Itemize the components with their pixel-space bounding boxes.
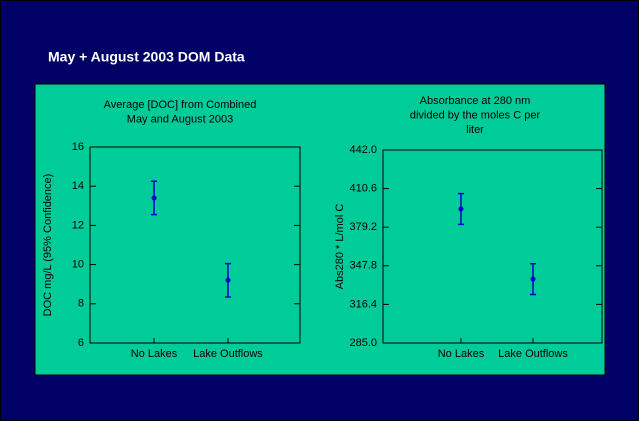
y-tick-label: 8 — [78, 298, 84, 310]
y-tick-label: 6 — [78, 337, 84, 349]
y-tick-label: 379.2 — [349, 221, 377, 233]
chart-title: Absorbance at 280 nm — [420, 95, 531, 107]
chart-title: May and August 2003 — [127, 113, 233, 125]
y-tick-label: 410.6 — [349, 183, 377, 195]
y-tick-label: 285.0 — [349, 337, 377, 349]
y-tick-label: 14 — [72, 180, 84, 192]
plot-area — [382, 149, 603, 344]
y-axis-label: DOC mg/L (95% Confidence) — [42, 174, 54, 317]
data-point — [530, 276, 536, 282]
slide-title: May + August 2003 DOM Data — [48, 49, 245, 65]
plot-area — [89, 146, 301, 344]
y-tick-label: 347.8 — [349, 260, 377, 272]
y-tick-label: 442.0 — [349, 144, 377, 156]
y-tick-label: 10 — [72, 259, 84, 271]
y-tick-label: 316.4 — [349, 298, 377, 310]
chart-panel — [34, 83, 606, 376]
x-tick-label: No Lakes — [438, 348, 485, 360]
chart-title: divided by the moles C per — [410, 109, 541, 121]
x-tick-label: Lake Outflows — [498, 348, 568, 360]
data-point — [151, 195, 157, 201]
x-tick-label: No Lakes — [131, 348, 178, 360]
y-tick-label: 12 — [72, 219, 84, 231]
y-tick-label: 16 — [72, 141, 84, 153]
data-point — [225, 277, 231, 283]
chart-title: Average [DOC] from Combined — [104, 99, 257, 111]
chart-title: liter — [466, 124, 484, 136]
data-point — [458, 206, 464, 212]
y-axis-label: Abs280 * L/mol C — [334, 204, 346, 290]
x-tick-label: Lake Outflows — [193, 348, 263, 360]
